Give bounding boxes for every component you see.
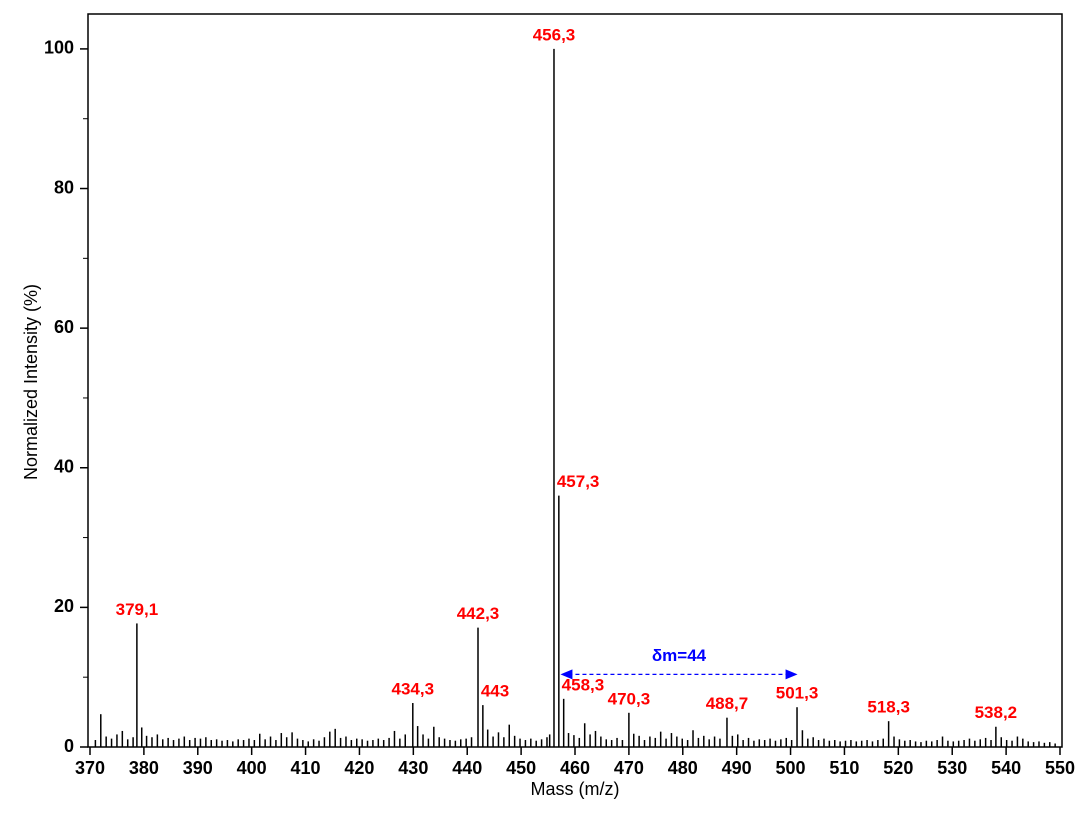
x-tick-label: 420: [344, 758, 374, 778]
arrow-head: [560, 669, 573, 680]
peak-label: 518,3: [867, 698, 910, 717]
peak-label: 434,3: [392, 680, 435, 699]
peak-label: 457,3: [557, 472, 600, 491]
peak-label: 379,1: [116, 600, 159, 619]
x-axis-title: Mass (m/z): [531, 779, 620, 799]
annotation-label: δm=44: [652, 646, 707, 665]
x-tick-label: 530: [937, 758, 967, 778]
x-tick-label: 550: [1045, 758, 1075, 778]
y-tick-label: 100: [44, 38, 74, 58]
x-tick-label: 430: [398, 758, 428, 778]
x-tick-label: 500: [776, 758, 806, 778]
y-axis-title: Normalized Intensity (%): [21, 284, 41, 480]
x-tick-label: 490: [722, 758, 752, 778]
x-tick-label: 540: [991, 758, 1021, 778]
peak-label: 470,3: [608, 689, 651, 708]
peak-label: 538,2: [975, 703, 1018, 722]
peak-label: 488,7: [706, 694, 749, 713]
x-tick-label: 370: [75, 758, 105, 778]
y-tick-label: 80: [54, 177, 74, 197]
x-tick-label: 470: [614, 758, 644, 778]
plot-frame: [87, 13, 1063, 748]
x-tick-label: 510: [829, 758, 859, 778]
peak-label: 443: [481, 682, 509, 701]
y-tick-label: 60: [54, 317, 74, 337]
y-tick-label: 0: [64, 736, 74, 756]
x-tick-label: 400: [237, 758, 267, 778]
x-tick-label: 480: [668, 758, 698, 778]
peak-label: 456,3: [533, 25, 576, 44]
x-tick-label: 410: [291, 758, 321, 778]
x-tick-label: 440: [452, 758, 482, 778]
peak-label: 501,3: [776, 684, 819, 703]
y-tick-label: 20: [54, 596, 74, 616]
x-tick-label: 390: [183, 758, 213, 778]
y-tick-label: 40: [54, 457, 74, 477]
arrow-head: [785, 669, 798, 680]
peak-label: 442,3: [457, 604, 500, 623]
x-tick-label: 460: [560, 758, 590, 778]
x-tick-label: 380: [129, 758, 159, 778]
x-tick-label: 450: [506, 758, 536, 778]
x-tick-label: 520: [883, 758, 913, 778]
peak-label: 458,3: [562, 675, 605, 694]
